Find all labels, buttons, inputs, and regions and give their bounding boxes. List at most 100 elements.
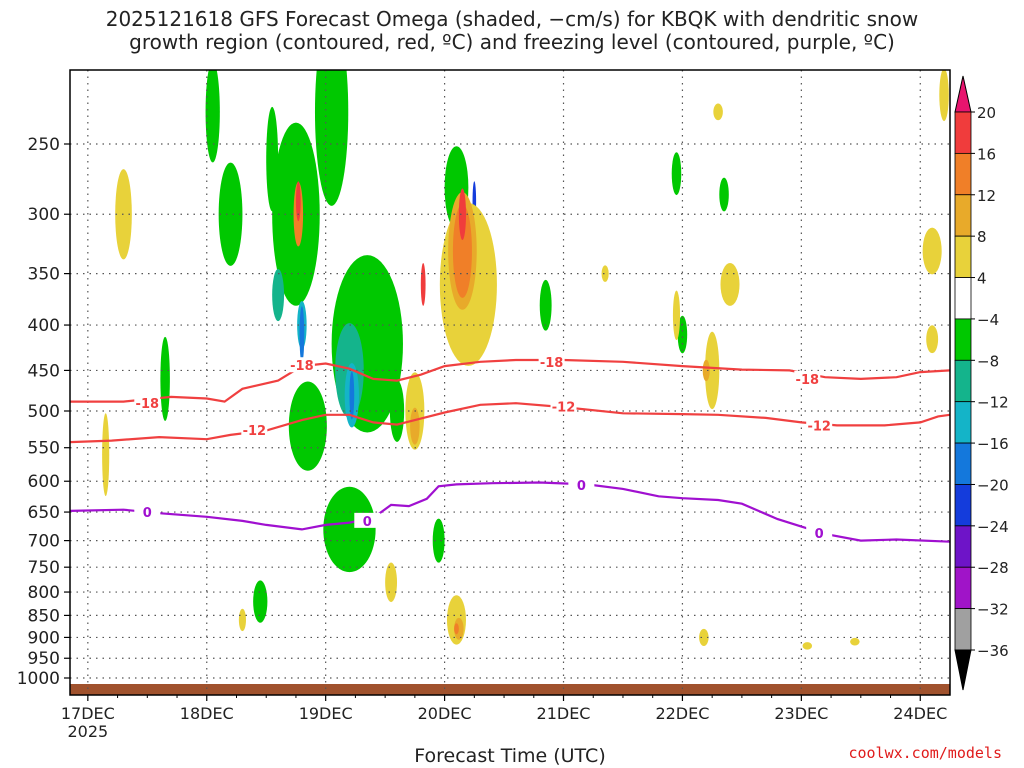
omega-shaded-region [238, 608, 246, 632]
omega-shaded-region [323, 486, 376, 573]
colorbar-segment [954, 566, 972, 610]
x-tick-label-17DEC: 17DEC [61, 704, 115, 723]
x-tick-label-20DEC: 20DEC [418, 704, 472, 723]
colorbar-label: −28 [977, 559, 1009, 577]
credit-link[interactable]: coolwx.com/models [848, 744, 1002, 762]
colorbar-label: −4 [977, 311, 999, 329]
omega-shaded-region [671, 152, 682, 196]
omega-shaded-region [539, 279, 552, 331]
colorbar-segment [954, 318, 972, 361]
contour-label-background [288, 357, 315, 373]
contour-label--12: -12 [243, 424, 267, 439]
y-tick-label-800: 800 [28, 583, 60, 603]
contour-label-background [568, 477, 595, 493]
omega-shaded-region [802, 642, 813, 650]
colorbar-segment [954, 277, 972, 320]
omega-shaded-region [702, 359, 710, 382]
omega-shaded-region [314, 70, 349, 206]
y-tick-label-350: 350 [28, 265, 60, 285]
colorbar-bottom-arrow [954, 649, 972, 691]
contour-line-0 [70, 481, 950, 543]
contour-label--18: -18 [290, 359, 314, 374]
colorbar-label: −32 [977, 601, 1009, 619]
omega-shaded-region [115, 169, 132, 260]
omega-shaded-region [299, 306, 305, 363]
colorbar-label: 12 [977, 187, 996, 205]
contour-label-0: 0 [577, 479, 586, 494]
omega-shaded-region [720, 263, 740, 306]
omega-shaded-region [719, 177, 729, 212]
y-tick-label-550: 550 [28, 439, 60, 459]
colorbar-segment [954, 442, 972, 485]
chart-title-line-1: 2025121618 GFS Forecast Omega (shaded, −… [105, 7, 919, 31]
omega-shaded-region [253, 580, 268, 623]
colorbar-label: −36 [977, 642, 1009, 660]
y-tick-label-500: 500 [28, 402, 60, 422]
contour-label-background [806, 524, 833, 540]
x-tick-label-18DEC: 18DEC [180, 704, 234, 723]
colorbar-segment [954, 235, 972, 278]
colorbar-top-arrow [954, 75, 972, 113]
y-axis: 2503003504004505005506006507007508008509… [17, 135, 70, 689]
contour-label--12: -12 [552, 400, 576, 415]
y-tick-label-950: 950 [28, 649, 60, 669]
contour-label-0: 0 [815, 527, 824, 542]
ground-surface-band [70, 684, 950, 695]
contour-label-0: 0 [143, 506, 152, 521]
colorbar-segment [954, 194, 972, 237]
x-tick-label-24DEC: 24DEC [893, 704, 947, 723]
colorbar: 20 16 12 8 4 −4 −8 −12 −16 −20 −24 −28 −32 −36 [954, 75, 1009, 691]
contour-label-background [354, 512, 381, 528]
x-tick-label-21DEC: 21DEC [537, 704, 591, 723]
omega-shaded-region [850, 637, 860, 646]
colorbar-segment [954, 152, 972, 196]
contour-label-background [241, 421, 268, 437]
omega-shaded-region [410, 407, 420, 445]
y-tick-label-850: 850 [28, 606, 60, 626]
omega-shaded-region [272, 268, 285, 322]
contour-label-background [538, 353, 565, 369]
contour-label-background [550, 398, 577, 414]
omega-shaded-region [432, 518, 445, 563]
omega-shaded-region [266, 106, 279, 212]
omega-shaded-region [939, 70, 949, 122]
x-tick-label-22DEC: 22DEC [655, 704, 709, 723]
x-axis-label: Forecast Time (UTC) [414, 745, 605, 767]
contour-lines: -18 -18 -18 -18 -12 -12 -12 0 0 0 0 [70, 353, 950, 543]
colorbar-label: −24 [977, 518, 1009, 536]
colorbar-label: −16 [977, 435, 1009, 453]
omega-shaded-region [452, 204, 472, 298]
colorbar-segment [954, 608, 972, 651]
omega-shaded-region [288, 381, 327, 471]
colorbar-segment [954, 525, 972, 568]
y-tick-label-450: 450 [28, 361, 60, 381]
omega-shaded-region [699, 628, 709, 646]
y-tick-label-750: 750 [28, 558, 60, 578]
omega-shaded-region [672, 290, 681, 341]
colorbar-segment [954, 359, 972, 403]
contour-label-background [806, 417, 833, 433]
colorbar-label: 20 [977, 104, 996, 122]
omega-shaded-region [926, 325, 939, 354]
x-tick-year-label: 2025 [67, 722, 108, 741]
x-tick-label-23DEC: 23DEC [774, 704, 828, 723]
colorbar-label: −8 [977, 352, 999, 370]
y-tick-label-650: 650 [28, 503, 60, 523]
y-tick-label-400: 400 [28, 316, 60, 336]
y-tick-label-250: 250 [28, 135, 60, 155]
omega-shaded-region [705, 331, 720, 410]
contour-label--18: -18 [136, 397, 160, 412]
omega-shaded-region [160, 336, 170, 421]
chart-title: 2025121618 GFS Forecast Omega (shaded, −… [0, 8, 1024, 54]
colorbar-label: −12 [977, 394, 1009, 412]
colorbar-segment [954, 484, 972, 527]
omega-shaded-region [601, 265, 609, 282]
omega-shaded-region [349, 371, 355, 420]
omega-shaded-region [385, 562, 398, 603]
omega-shaded-region [458, 188, 466, 240]
omega-shaded-region [454, 623, 459, 635]
omega-shaded-region [420, 263, 426, 306]
y-tick-label-900: 900 [28, 628, 60, 648]
colorbar-label: 16 [977, 145, 996, 163]
